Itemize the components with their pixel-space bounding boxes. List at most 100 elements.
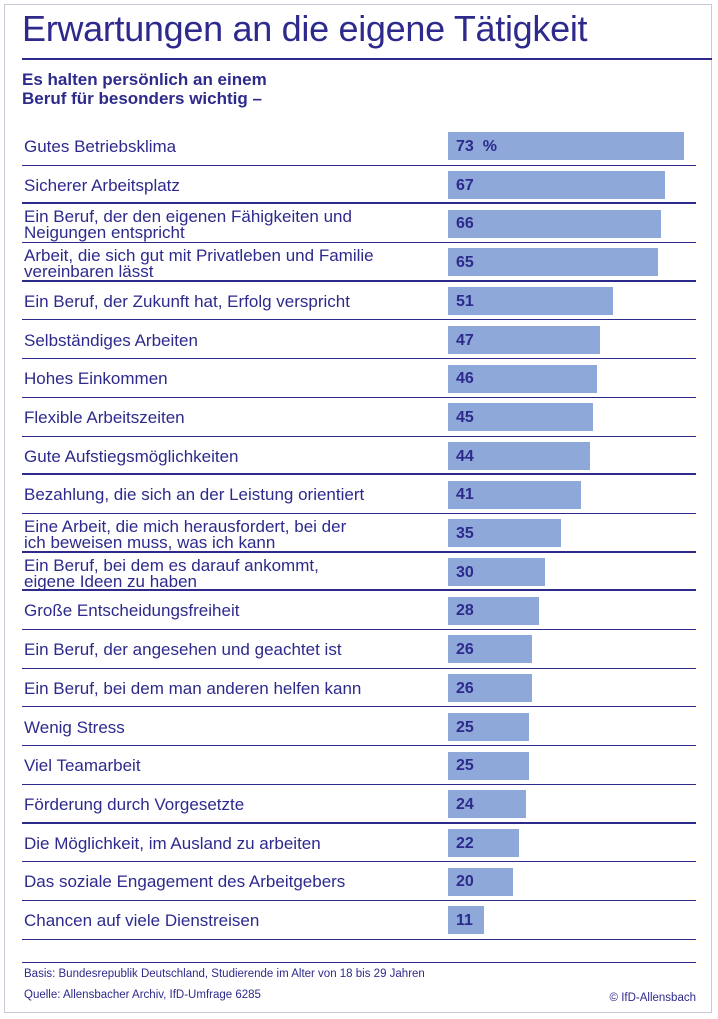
chart-row: Gute Aufstiegsmöglichkeiten 44 [22,437,696,476]
bar [448,403,594,432]
category-label-line: Gute Aufstiegsmöglichkeiten [24,446,239,466]
bar-value-label: 67 [456,176,474,194]
footer-basis: Basis: Bundesrepublik Deutschland, Studi… [24,968,425,980]
bar [448,906,484,935]
row-divider [22,396,696,398]
category-label: Viel Teamarbeit [24,756,141,776]
chart-title: Erwartungen an die eigene Tätigkeit [22,8,588,49]
category-label-line: Neigungen entspricht [24,223,185,243]
bar [448,171,665,200]
row-divider [22,242,696,244]
row-divider [22,550,696,553]
bar-value-label: 24 [456,795,474,813]
bar-value-label: 47 [456,331,474,349]
chart-row: Ein Beruf, bei dem es darauf ankommt, eig… [22,553,696,592]
bar-value-label: 28 [456,602,474,620]
bar [448,751,529,780]
row-divider [22,202,696,205]
chart-row: Ein Beruf, bei dem man anderen helfen ka… [22,669,696,708]
bar [448,132,684,161]
chart-row: Sicherer Arbeitsplatz 67 [22,166,696,205]
category-label-line: Ein Beruf, der den eigenen Fähigkeiten u… [24,207,352,227]
category-label: Gutes Betriebsklima [24,137,177,156]
bar-value-label: 66 [456,215,474,233]
category-label: Flexible Arbeitszeiten [24,407,185,427]
chart-row: Ein Beruf, der den eigenen Fähigkeiten u… [22,204,696,244]
category-label: Bezahlung, die sich an der Leistung orie… [24,486,364,503]
chart-row: Bezahlung, die sich an der Leistung orie… [22,475,696,514]
chart-subtitle: Es halten persönlich an einem Beruf für … [22,70,267,108]
category-label-line: Ein Beruf, bei dem es darauf ankommt, [24,555,319,575]
chart-row: Eine Arbeit, die mich herausfordert, bei… [22,514,696,553]
chart-row: Große Entscheidungsfreiheit 28 [22,591,696,631]
bar-value-label: 51 [456,292,474,310]
row-divider [22,938,696,940]
chart-row: Hohes Einkommen 46 [22,359,696,398]
chart-row: Arbeit, die sich gut mit Privatleben und… [22,243,696,282]
category-label-line: Viel Teamarbeit [24,756,141,776]
category-label: Ein Beruf, der den eigenen Fähigkeiten u… [24,207,352,243]
category-label: Die Möglichkeit, im Ausland zu arbeiten [24,833,321,853]
bar-value-label: 44 [456,447,474,465]
category-label-line: vereinbaren lässt [24,262,154,282]
bar-value-label: 46 [456,370,474,388]
footer-copyright: © IfD-Allensbach [609,992,696,1004]
bar [448,248,659,277]
category-label-line: Große Entscheidungsfreiheit [24,601,240,621]
bar-value-label: 35 [456,525,474,542]
category-label-line: eigene Ideen zu haben [24,571,197,591]
chart-row: Ein Beruf, der angesehen und geachtet is… [22,630,696,669]
bar [448,209,662,238]
category-label: Ein Beruf, der Zukunft hat, Erfolg versp… [24,293,350,310]
bar-value-label: 30 [456,563,474,581]
chart-row: Förderung durch Vorgesetzte 24 [22,785,696,824]
bar [448,790,526,819]
chart-row: Gutes Betriebsklima 73 % [22,127,696,166]
bar [448,480,581,509]
category-label-line: Gutes Betriebsklima [24,137,177,156]
category-label-line: Selbständiges Arbeiten [24,330,198,350]
row-divider [22,319,696,321]
chart-row: Selbständiges Arbeiten 47 [22,321,696,360]
category-label-line: Arbeit, die sich gut mit Privatleben und… [24,246,374,266]
category-label: Gute Aufstiegsmöglichkeiten [24,446,239,466]
category-label: Ein Beruf, bei dem man anderen helfen ka… [24,680,361,697]
bar-value-label: 20 [456,873,474,891]
bar [448,558,545,587]
category-label: Arbeit, die sich gut mit Privatleben und… [24,246,374,282]
category-label: Wenig Stress [24,719,125,736]
category-label: Eine Arbeit, die mich herausfordert, bei… [24,517,347,552]
category-label-line: ich beweisen muss, was ich kann [24,533,276,552]
category-label-line: Das soziale Engagement des Arbeitgebers [24,872,346,892]
bar [448,712,529,741]
category-label-line: Chancen auf viele Dienstreisen [24,911,260,930]
bar-value-label: 22 [456,834,474,852]
row-divider [22,358,696,360]
chart-row: Ein Beruf, der Zukunft hat, Erfolg versp… [22,282,696,321]
row-divider [22,279,696,282]
chart-row: Viel Teamarbeit 25 [22,746,696,785]
bar [448,519,562,548]
category-label-line: Ein Beruf, der angesehen und geachtet is… [24,640,342,660]
chart-row: Chancen auf viele Dienstreisen 11 [22,901,696,940]
category-label-line: Flexible Arbeitszeiten [24,407,185,427]
bar-value-label: 73 % [456,138,497,155]
category-label-line: Hohes Einkommen [24,369,168,389]
row-divider [22,629,696,631]
category-label: Das soziale Engagement des Arbeitgebers [24,872,346,892]
category-label-line: Eine Arbeit, die mich herausfordert, bei… [24,517,347,536]
category-label-line: Förderung durch Vorgesetzte [24,794,245,814]
row-divider [22,899,696,901]
bar-value-label: 65 [456,254,474,272]
row-divider [22,706,696,708]
category-label: Förderung durch Vorgesetzte [24,794,245,814]
chart-row: Die Möglichkeit, im Ausland zu arbeiten 2… [22,824,696,863]
row-divider [22,512,696,514]
category-label: Hohes Einkommen [24,369,168,389]
chart-row: Wenig Stress 25 [22,708,696,747]
category-label-line: Die Möglichkeit, im Ausland zu arbeiten [24,833,321,853]
row-divider [22,783,696,785]
category-label-line: Sicherer Arbeitsplatz [24,175,180,195]
subtitle-line-1: Es halten persönlich an einem [22,70,267,89]
category-label: Sicherer Arbeitsplatz [24,175,180,195]
